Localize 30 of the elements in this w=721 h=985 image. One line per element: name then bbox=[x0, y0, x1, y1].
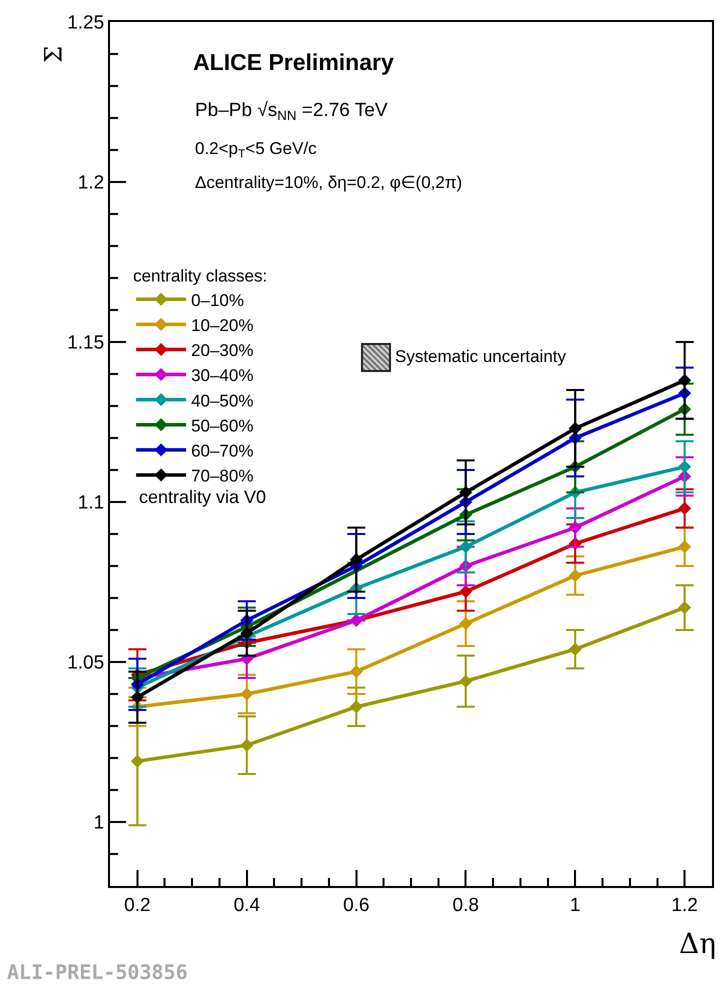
y-tick-label: 1.2 bbox=[78, 172, 104, 194]
annotation: 0.2<p$_{T}$<5 GeV/c bbox=[195, 139, 318, 161]
x-tick-label: 0.4 bbox=[234, 894, 260, 916]
annotation: Δcentrality=10%, δη=0.2, φ∈(0,2π) bbox=[195, 173, 462, 192]
text: ALI-PREL-503856 bbox=[7, 960, 188, 984]
y-tick-label: 1.05 bbox=[67, 652, 104, 674]
annotation: Systematic uncertainty bbox=[395, 347, 567, 366]
x-tick-label: 0.8 bbox=[452, 894, 479, 916]
legend-label: 20–30% bbox=[191, 341, 254, 360]
legend-label: 30–40% bbox=[191, 366, 254, 386]
y-axis-title: Σ bbox=[40, 46, 68, 63]
legend-title: centrality classes: bbox=[133, 266, 268, 286]
legend-label: 70–80% bbox=[191, 466, 254, 486]
text: ALICE Preliminary bbox=[193, 48, 394, 75]
annotation: Pb–Pb √s$_{NN}$ =2.76 TeV bbox=[195, 100, 388, 123]
legend-label: 0–10% bbox=[191, 290, 244, 310]
legend-label: 50–60% bbox=[191, 416, 254, 436]
y-tick-label: 1.15 bbox=[67, 332, 104, 354]
x-tick-label: 0.6 bbox=[343, 894, 370, 916]
x-tick-label: 0.2 bbox=[124, 894, 151, 916]
y-tick-label: 1.25 bbox=[67, 12, 104, 34]
x-axis-title: Δη bbox=[679, 927, 716, 960]
legend-label: 60–70% bbox=[191, 441, 254, 460]
legend-label: 40–50% bbox=[191, 391, 254, 410]
y-tick-label: 1 bbox=[94, 812, 104, 834]
y-tick-label: 1.1 bbox=[78, 492, 104, 514]
annotation: centrality via V0 bbox=[139, 487, 266, 507]
x-tick-label: 1 bbox=[570, 894, 580, 916]
legend-label: 10–20% bbox=[191, 316, 254, 335]
x-tick-label: 1.2 bbox=[671, 894, 698, 916]
